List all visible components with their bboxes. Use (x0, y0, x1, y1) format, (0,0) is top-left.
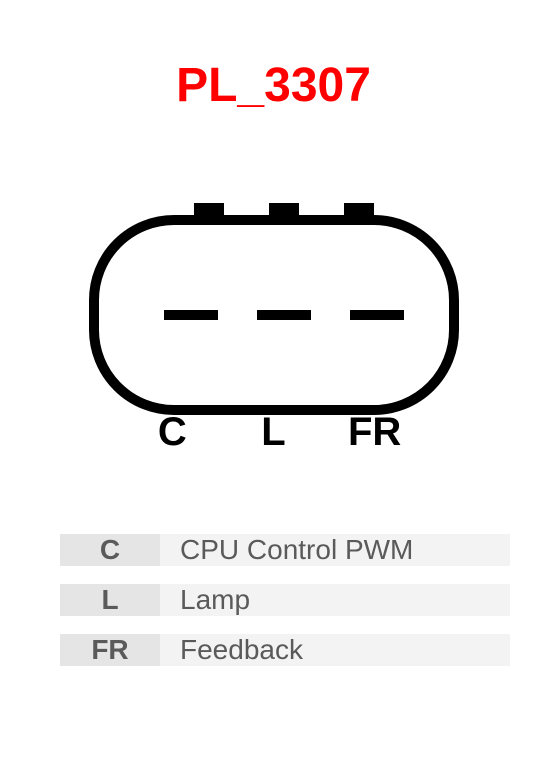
connector-svg (84, 180, 464, 420)
legend-table: C CPU Control PWM L Lamp FR Feedback (60, 526, 510, 676)
legend-row: C CPU Control PWM (60, 526, 510, 574)
legend-row (60, 710, 510, 758)
legend-key-c: C (60, 534, 160, 566)
pin-label-row: C L FR (0, 410, 547, 455)
legend-key-l: L (60, 584, 160, 616)
connector-diagram (0, 180, 547, 420)
page: PL_3307 C L FR C CPU Control PWM L Lamp … (0, 0, 547, 761)
pin-label-c: C (127, 410, 217, 455)
legend-row: L Lamp (60, 576, 510, 624)
legend-val-fr: Feedback (160, 634, 510, 666)
part-number-title: PL_3307 (0, 58, 547, 113)
legend-key-fr: FR (60, 634, 160, 666)
pin-label-l: L (229, 410, 319, 455)
legend-empty-row (60, 710, 510, 760)
legend-row: FR Feedback (60, 626, 510, 674)
legend-val-c: CPU Control PWM (160, 534, 510, 566)
legend-val-l: Lamp (160, 584, 510, 616)
pin-label-fr: FR (330, 410, 420, 455)
